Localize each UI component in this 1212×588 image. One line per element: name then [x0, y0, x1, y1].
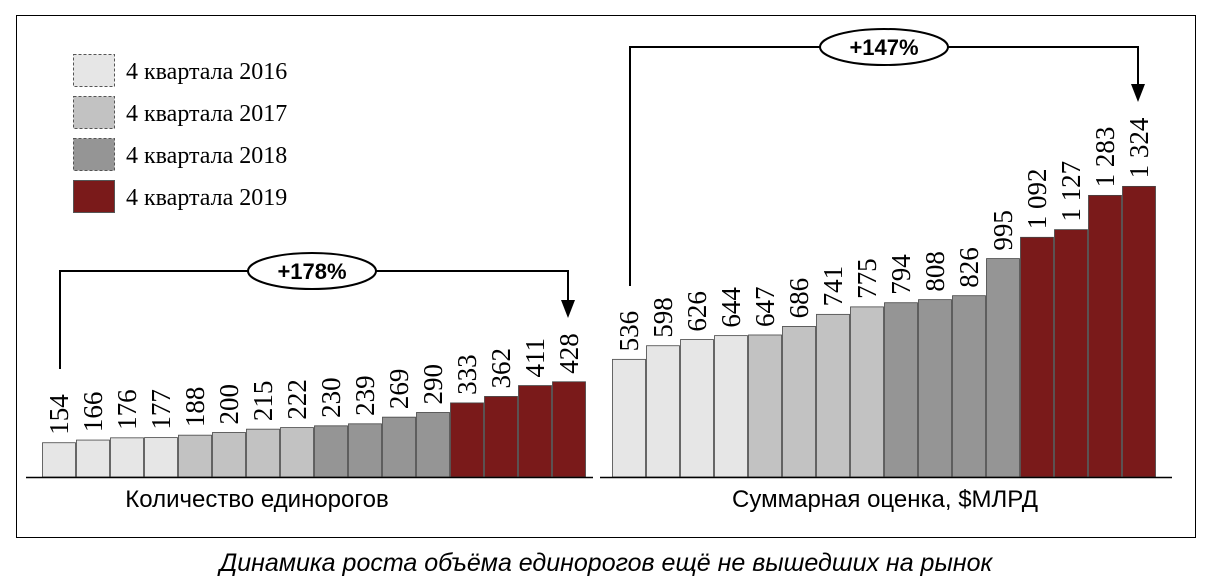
bar-2017-3: [816, 313, 850, 478]
data-label-2016-1: 154: [44, 394, 74, 435]
bar-2017-2: [782, 326, 816, 478]
bar-2017-2: [212, 432, 246, 478]
figure-caption: Динамика роста объёма единорогов ещё не …: [219, 549, 993, 577]
data-label-2017-2: 686: [784, 278, 814, 319]
data-label-2018-2: 239: [350, 375, 380, 416]
bar-2018-4: [416, 412, 450, 478]
legend-swatch-2017: [73, 96, 115, 129]
data-label-2017-2: 200: [214, 384, 244, 425]
bar-2018-3: [382, 416, 416, 478]
data-label-2016-1: 536: [614, 311, 644, 352]
legend-label-2016: 4 квартала 2016: [126, 59, 287, 85]
bar-2019-1: [1020, 236, 1054, 478]
data-label-2016-2: 598: [648, 297, 678, 338]
data-label-2019-1: 1 092: [1022, 169, 1052, 230]
data-label-2019-1: 333: [452, 354, 482, 395]
bar-2016-2: [646, 345, 680, 478]
data-label-2017-3: 741: [818, 266, 848, 307]
arrow-head-icon: [1131, 84, 1145, 102]
bar-2019-2: [484, 396, 518, 478]
data-label-2016-3: 176: [112, 389, 142, 430]
bar-2016-3: [110, 437, 144, 478]
panel-title: Суммарная оценка, $МЛРД: [732, 486, 1038, 513]
data-label-2018-1: 230: [316, 377, 346, 418]
data-label-2019-2: 1 127: [1056, 161, 1086, 222]
data-label-2019-3: 1 283: [1090, 127, 1120, 188]
bar-2019-3: [518, 385, 552, 478]
bar-2016-2: [76, 439, 110, 478]
data-label-2016-4: 644: [716, 287, 746, 328]
data-label-2017-1: 647: [750, 286, 780, 327]
legend-swatch-2019: [73, 180, 115, 213]
bar-2017-4: [850, 306, 884, 478]
bar-2017-4: [280, 427, 314, 478]
legend-swatch-2018: [73, 138, 115, 171]
data-label-2016-2: 166: [78, 392, 108, 433]
data-label-2018-4: 995: [988, 210, 1018, 251]
data-label-2017-4: 222: [282, 379, 312, 420]
data-label-2019-4: 428: [554, 333, 584, 374]
data-label-2016-3: 626: [682, 291, 712, 332]
data-label-2018-2: 808: [920, 251, 950, 292]
data-label-2019-2: 362: [486, 348, 516, 389]
data-label-2019-3: 411: [520, 338, 550, 378]
legend: 4 квартала 2016 4 квартала 2017 4 квартала…: [73, 54, 287, 213]
legend-label-2019: 4 квартала 2019: [126, 185, 287, 211]
bar-2016-1: [42, 442, 76, 478]
data-label-2016-4: 177: [146, 389, 176, 430]
bar-2018-4: [986, 258, 1020, 478]
bar-2018-1: [314, 425, 348, 478]
data-label-2019-4: 1 324: [1124, 117, 1154, 178]
bar-2016-4: [714, 335, 748, 478]
bar-2016-4: [144, 437, 178, 478]
bar-2019-4: [1122, 185, 1156, 478]
data-label-2018-3: 826: [954, 247, 984, 288]
bar-2016-1: [612, 358, 646, 478]
panel-unicorn-count: 154 166 176 177 188 200 215 222 230 239 269 290 333 3…: [26, 252, 593, 513]
bar-2017-1: [178, 434, 212, 478]
bar-2018-2: [918, 299, 952, 478]
bar-2016-3: [680, 339, 714, 478]
data-label-2018-1: 794: [886, 254, 916, 295]
bar-2019-4: [552, 381, 586, 478]
bar-2017-1: [748, 334, 782, 478]
bar-2019-2: [1054, 229, 1088, 478]
bar-2017-3: [246, 428, 280, 478]
panel-title: Количество единорогов: [125, 486, 388, 513]
bar-2019-1: [450, 402, 484, 478]
data-label-2017-4: 775: [852, 258, 882, 299]
bar-2018-3: [952, 295, 986, 478]
growth-badge-label: +147%: [849, 35, 918, 60]
bar-2019-3: [1088, 194, 1122, 478]
arrow-head-icon: [561, 300, 575, 318]
legend-swatch-2016: [73, 54, 115, 87]
bar-2018-2: [348, 423, 382, 478]
data-label-2018-3: 269: [384, 369, 414, 410]
growth-badge-label: +178%: [277, 259, 346, 284]
chart-frame: [16, 15, 1196, 538]
legend-label-2017: 4 квартала 2017: [126, 101, 287, 127]
data-label-2017-3: 215: [248, 381, 278, 422]
bar-2018-1: [884, 302, 918, 478]
legend-label-2018: 4 квартала 2018: [126, 143, 287, 169]
growth-badge: [819, 28, 949, 66]
data-label-2017-1: 188: [180, 387, 210, 428]
growth-badge: [247, 252, 377, 290]
data-label-2018-4: 290: [418, 364, 448, 405]
